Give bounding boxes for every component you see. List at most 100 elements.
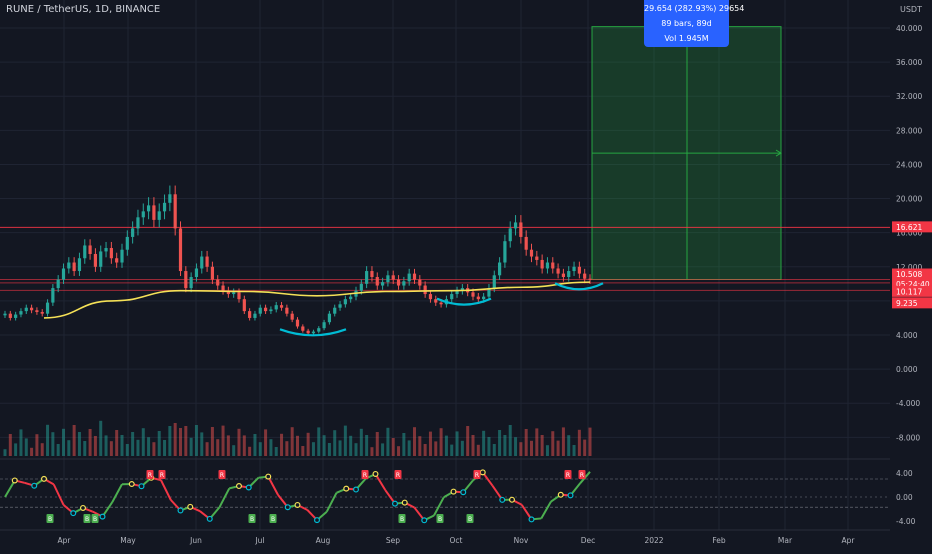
volume-bar (440, 428, 443, 456)
candle-body (115, 258, 118, 262)
volume-bar (445, 436, 448, 456)
volume-bar (152, 442, 155, 456)
candle-body (158, 211, 161, 220)
price-label-text: 9.235 (896, 299, 918, 308)
volume-bar (67, 440, 70, 456)
candle-body (253, 314, 256, 318)
volume-bar (136, 440, 139, 456)
price-tick-label: 20.000 (896, 195, 922, 204)
volume-bar (402, 433, 405, 456)
volume-bar (365, 435, 368, 456)
candle-body (291, 314, 294, 320)
volume-bar (535, 428, 538, 456)
candle-body (376, 277, 379, 286)
volume-bar (567, 435, 570, 456)
osc-pivot-dot (71, 511, 76, 516)
volume-bar (269, 439, 272, 456)
osc-pivot-dot (285, 505, 290, 510)
volume-bar (51, 432, 54, 456)
volume-bar (466, 426, 469, 456)
volume-bar (589, 428, 592, 456)
time-tick-label: Mar (778, 536, 793, 545)
volume-bar (301, 446, 304, 456)
volume-bar (41, 443, 44, 456)
osc-tick-label: -4.00 (896, 517, 916, 526)
volume-bar (291, 427, 294, 456)
volume-bar (131, 432, 134, 456)
candle-body (429, 294, 432, 299)
volume-bar (211, 427, 214, 456)
volume-bar (142, 428, 145, 456)
volume-bar (509, 425, 512, 456)
volume-bar (9, 434, 12, 456)
currency-label[interactable]: USDT (900, 5, 922, 14)
signal-marker-label: R (220, 472, 224, 479)
candle-body (402, 281, 405, 285)
price-tick-label: 24.000 (896, 160, 922, 169)
volume-bar (344, 426, 347, 456)
candle-body (296, 320, 299, 327)
candle-body (147, 205, 150, 211)
volume-bar (573, 445, 576, 456)
candle-body (285, 308, 288, 314)
candle-body (301, 326, 304, 330)
candle-body (477, 297, 480, 300)
signal-marker-label: B (271, 516, 275, 523)
time-axis-bg (0, 530, 932, 550)
candle-body (184, 271, 187, 288)
candle-body (307, 331, 310, 334)
signal-marker-label: B (400, 516, 404, 523)
osc-pivot-dot (12, 478, 17, 483)
signal-marker-label: R (475, 472, 479, 479)
volume-bar (477, 445, 480, 456)
candle-body (344, 299, 347, 304)
candle-body (519, 222, 522, 236)
price-label-text: 10.117 (896, 287, 922, 296)
candle-body (583, 274, 586, 279)
candle-body (41, 312, 44, 314)
candle-body (392, 275, 395, 279)
candle-body (498, 263, 501, 276)
candle-body (269, 309, 272, 311)
volume-bar (264, 429, 267, 456)
candle-body (168, 194, 171, 203)
osc-pivot-dot (344, 486, 349, 491)
time-tick-label: Sep (386, 536, 400, 545)
candle-body (163, 203, 166, 212)
osc-pivot-dot (315, 518, 320, 523)
osc-pivot-dot (139, 484, 144, 489)
candle-body (190, 277, 193, 288)
volume-bar (418, 436, 421, 456)
measure-tooltip: 29.654 (282.93%) 29654 89 bars, 89d Vol … (644, 0, 729, 47)
volume-bar (333, 430, 336, 456)
time-tick-label: Oct (450, 536, 463, 545)
osc-pivot-dot (188, 504, 193, 509)
osc-pivot-dot (295, 503, 300, 508)
osc-pivot-dot (178, 508, 183, 513)
candle-body (174, 194, 177, 228)
symbol-title[interactable]: RUNE / TetherUS, 1D, BINANCE (6, 4, 160, 15)
price-tick-label: 32.000 (896, 92, 922, 101)
candle-body (25, 308, 28, 311)
osc-tick-label: 0.00 (896, 493, 913, 502)
candle-body (62, 268, 65, 279)
osc-pivot-dot (529, 517, 534, 522)
candle-body (562, 274, 565, 277)
time-tick-label: Nov (514, 536, 529, 545)
osc-pivot-dot (480, 470, 485, 475)
candle-body (46, 303, 49, 314)
osc-pivot-dot (32, 483, 37, 488)
time-tick-label: Apr (842, 536, 856, 545)
volume-bar (73, 425, 76, 456)
volume-bar (121, 435, 124, 456)
volume-bar (115, 430, 118, 456)
osc-pivot-dot (81, 506, 86, 511)
candle-body (35, 310, 38, 312)
volume-bar (243, 435, 246, 456)
volume-bar (583, 440, 586, 456)
candle-body (232, 292, 235, 294)
candle-body (370, 271, 373, 277)
candle-body (126, 237, 129, 250)
